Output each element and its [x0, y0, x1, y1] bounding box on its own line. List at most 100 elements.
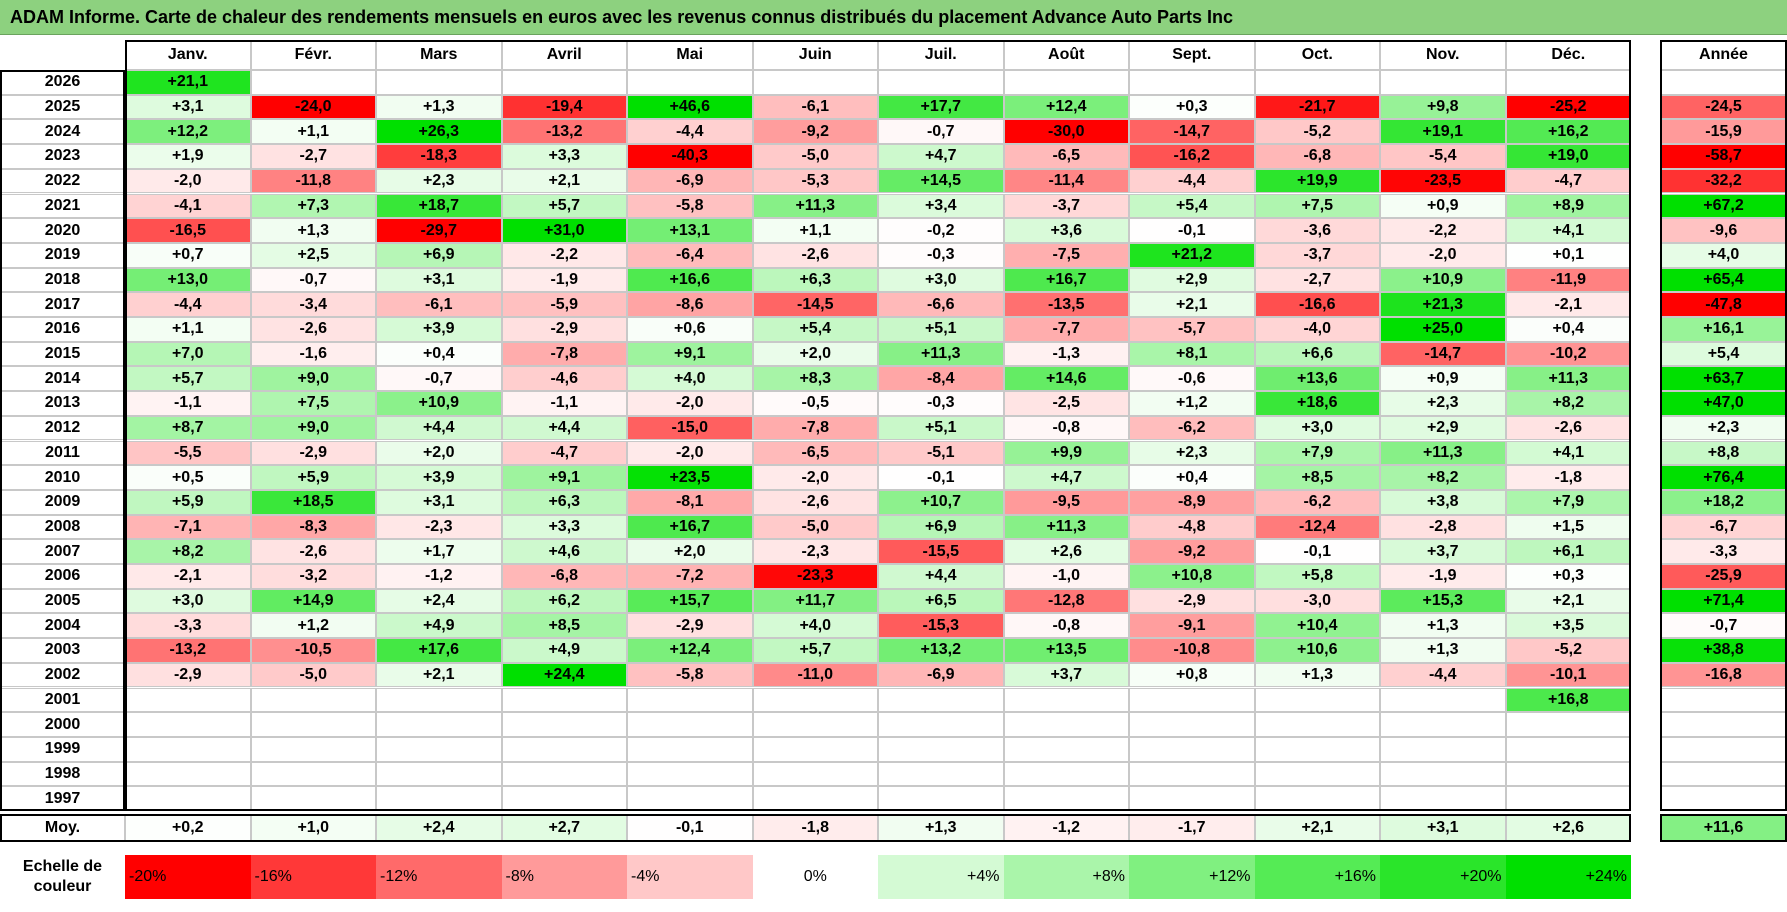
- year-label: 2024: [0, 119, 125, 145]
- average-cell: +2,1: [1254, 814, 1380, 842]
- heatmap-cell-empty: [1254, 687, 1380, 713]
- heatmap-cell: +10,9: [376, 391, 502, 416]
- heatmap-cell: -11,0: [752, 662, 878, 688]
- heatmap-cell: +12,4: [1003, 94, 1129, 120]
- heatmap-cell: +0,9: [1380, 193, 1506, 219]
- annual-cell-empty: [1660, 736, 1787, 762]
- heatmap-cell: -0,8: [1003, 613, 1129, 639]
- heatmap-cell: -13,5: [1003, 292, 1129, 317]
- heatmap-cell-empty: [1129, 70, 1255, 95]
- heatmap-cell: +8,2: [1380, 465, 1506, 490]
- heatmap-cell: -6,8: [501, 564, 627, 589]
- heatmap-cell-empty: [627, 712, 753, 737]
- heatmap-cell: -4,0: [1254, 317, 1380, 342]
- year-label: 2000: [0, 712, 125, 737]
- heatmap-cell: -30,0: [1003, 119, 1129, 145]
- heatmap-cell: -4,4: [1380, 662, 1506, 688]
- heatmap-cell: -10,5: [250, 638, 376, 663]
- heatmap-cell: +0,3: [1505, 564, 1631, 589]
- heatmap-cell: -9,2: [1129, 539, 1255, 564]
- heatmap-cell: -24,0: [250, 94, 376, 120]
- annual-cell: +8,8: [1660, 440, 1787, 466]
- heatmap-cell: -6,2: [1129, 415, 1255, 441]
- heatmap-cell-empty: [250, 761, 376, 787]
- heatmap-cell-empty: [1380, 736, 1506, 762]
- heatmap-cell: -5,7: [1129, 317, 1255, 342]
- heatmap-cell: +10,4: [1254, 613, 1380, 639]
- heatmap-cell: -2,9: [627, 613, 753, 639]
- heatmap-cell-empty: [501, 736, 627, 762]
- heatmap-cell: -4,7: [501, 440, 627, 466]
- heatmap-cell: +8,7: [125, 415, 251, 441]
- heatmap-cell: -2,9: [501, 317, 627, 342]
- heatmap-cell: -7,8: [752, 415, 878, 441]
- heatmap-cell: -0,2: [878, 218, 1004, 243]
- color-scale-swatch: +8%: [1003, 855, 1129, 899]
- average-cell: +2,6: [1505, 814, 1631, 842]
- heatmap-cell: -4,1: [125, 193, 251, 219]
- heatmap-cell-empty: [1003, 736, 1129, 762]
- heatmap-cell: +19,0: [1505, 144, 1631, 169]
- heatmap-cell-empty: [752, 712, 878, 737]
- heatmap-cell-empty: [1505, 736, 1631, 762]
- heatmap-cell-empty: [250, 687, 376, 713]
- heatmap-cell: +21,1: [125, 70, 251, 95]
- heatmap-cell-empty: [250, 786, 376, 811]
- heatmap-cell-empty: [752, 761, 878, 787]
- heatmap-cell: +1,1: [125, 317, 251, 342]
- heatmap-cell: +6,6: [1254, 341, 1380, 367]
- heatmap-cell: -12,8: [1003, 588, 1129, 614]
- heatmap-cell: -1,0: [1003, 564, 1129, 589]
- heatmap-cell: -12,4: [1254, 514, 1380, 540]
- heatmap-cell-empty: [1380, 687, 1506, 713]
- year-label: 2008: [0, 514, 125, 540]
- heatmap-cell: +6,3: [752, 267, 878, 293]
- month-header: Juin: [752, 40, 878, 70]
- year-label: 2023: [0, 144, 125, 169]
- heatmap-cell: +3,7: [1003, 662, 1129, 688]
- heatmap-cell-empty: [878, 736, 1004, 762]
- heatmap-cell: +5,8: [1254, 564, 1380, 589]
- year-label: 2015: [0, 341, 125, 367]
- heatmap-cell: -2,6: [752, 242, 878, 268]
- heatmap-cell: +7,9: [1505, 489, 1631, 515]
- heatmap-cell: +3,9: [376, 465, 502, 490]
- heatmap-cell: -0,6: [1129, 366, 1255, 392]
- heatmap-cell-empty: [1254, 786, 1380, 811]
- heatmap-cell: -8,3: [250, 514, 376, 540]
- heatmap-cell: +1,3: [1254, 662, 1380, 688]
- heatmap-cell: -21,7: [1254, 94, 1380, 120]
- year-label: 2004: [0, 613, 125, 639]
- heatmap-cell-empty: [250, 70, 376, 95]
- heatmap-cell: +11,7: [752, 588, 878, 614]
- year-label: 2001: [0, 687, 125, 713]
- heatmap-cell: -7,8: [501, 341, 627, 367]
- heatmap-cell-empty: [501, 70, 627, 95]
- heatmap-cell: +5,9: [125, 489, 251, 515]
- heatmap-cell: -2,3: [752, 539, 878, 564]
- heatmap-cell-empty: [125, 736, 251, 762]
- heatmap-cell-empty: [752, 70, 878, 95]
- heatmap-cell: +5,4: [1129, 193, 1255, 219]
- color-scale-swatch: -16%: [250, 855, 376, 899]
- heatmap-cell: +12,2: [125, 119, 251, 145]
- annual-cell: -0,7: [1660, 613, 1787, 639]
- heatmap-cell: -2,6: [250, 317, 376, 342]
- heatmap-cell-empty: [878, 761, 1004, 787]
- heatmap-cell: +8,3: [752, 366, 878, 392]
- year-label: 2006: [0, 564, 125, 589]
- heatmap-cell: -1,3: [1003, 341, 1129, 367]
- heatmap-cell-empty: [1254, 712, 1380, 737]
- heatmap-cell-empty: [1505, 70, 1631, 95]
- annual-cell: +63,7: [1660, 366, 1787, 392]
- heatmap-cell: +7,9: [1254, 440, 1380, 466]
- heatmap-cell: -1,6: [250, 341, 376, 367]
- heatmap-cell-empty: [1129, 687, 1255, 713]
- heatmap-cell: -6,8: [1254, 144, 1380, 169]
- heatmap-cell: -7,1: [125, 514, 251, 540]
- heatmap-cell: +13,1: [627, 218, 753, 243]
- heatmap-cell: -2,0: [752, 465, 878, 490]
- heatmap-cell: -4,7: [1505, 168, 1631, 194]
- average-label: Moy.: [0, 814, 125, 842]
- heatmap-cell: -2,3: [376, 514, 502, 540]
